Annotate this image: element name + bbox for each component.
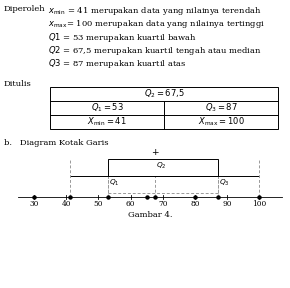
Text: $Q_3 = 87$: $Q_3 = 87$ xyxy=(205,102,238,114)
Text: 70: 70 xyxy=(158,200,168,208)
Text: Ditulis: Ditulis xyxy=(4,80,32,88)
Text: b.   Diagram Kotak Garis: b. Diagram Kotak Garis xyxy=(4,139,108,147)
Text: 90: 90 xyxy=(222,200,232,208)
Text: 40: 40 xyxy=(61,200,71,208)
Bar xyxy=(108,159,218,176)
Text: 50: 50 xyxy=(94,200,103,208)
Text: Gambar 4.: Gambar 4. xyxy=(128,211,172,219)
Text: $Q1$ = 53 merupakan kuartil bawah: $Q1$ = 53 merupakan kuartil bawah xyxy=(48,31,197,44)
Text: $Q_2$: $Q_2$ xyxy=(156,161,166,171)
Text: $Q_1$: $Q_1$ xyxy=(109,178,120,188)
Text: $Q_2 = 67{,}5$: $Q_2 = 67{,}5$ xyxy=(144,88,184,100)
Text: $x_{\mathrm{max}}$= 100 merupakan data yang nilainya tertinggi: $x_{\mathrm{max}}$= 100 merupakan data y… xyxy=(48,18,265,30)
Text: +: + xyxy=(151,148,159,157)
Text: $X_{\mathrm{min}} = 41$: $X_{\mathrm{min}} = 41$ xyxy=(87,116,127,128)
Text: $Q3$ = 87 merupakan kuartil atas: $Q3$ = 87 merupakan kuartil atas xyxy=(48,57,186,70)
Text: Diperoleh: Diperoleh xyxy=(4,5,46,13)
Text: 30: 30 xyxy=(29,200,39,208)
Text: $x_{\mathrm{min}}$ = 41 merupakan data yang nilainya terendah: $x_{\mathrm{min}}$ = 41 merupakan data y… xyxy=(48,5,262,17)
Text: $Q_1 = 53$: $Q_1 = 53$ xyxy=(90,102,124,114)
Bar xyxy=(50,87,278,129)
Text: 60: 60 xyxy=(126,200,135,208)
Text: $Q2$ = 67,5 merupakan kuartil tengah atau median: $Q2$ = 67,5 merupakan kuartil tengah ata… xyxy=(48,44,262,57)
Text: $X_{\mathrm{max}} = 100$: $X_{\mathrm{max}} = 100$ xyxy=(198,116,244,128)
Text: $Q_3$: $Q_3$ xyxy=(219,178,229,188)
Text: 80: 80 xyxy=(190,200,200,208)
Text: 100: 100 xyxy=(252,200,267,208)
